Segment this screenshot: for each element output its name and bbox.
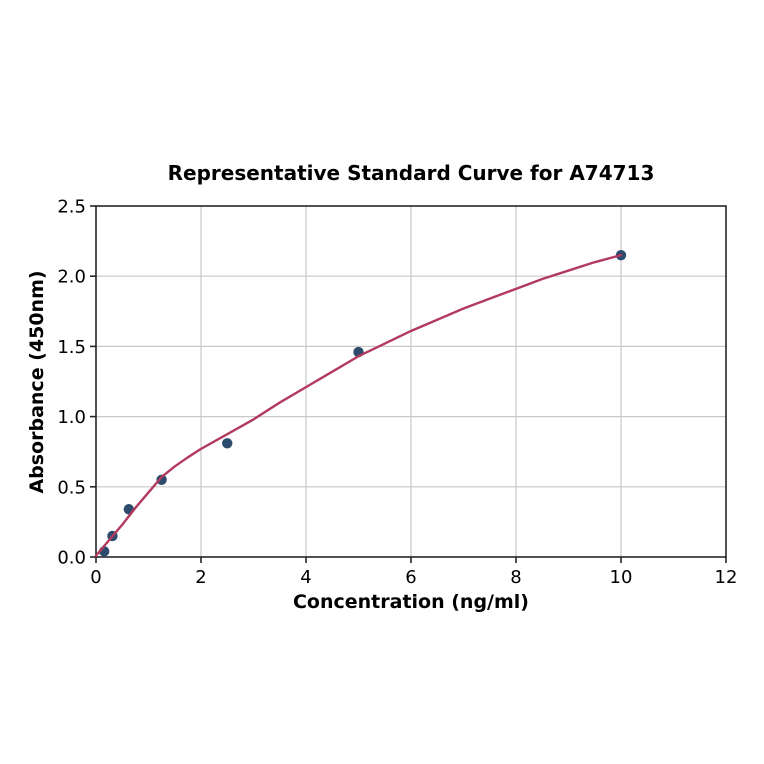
- y-tick-label: 0.5: [57, 477, 86, 498]
- data-point: [222, 438, 233, 449]
- data-point: [156, 474, 167, 485]
- x-tick-label: 2: [195, 567, 206, 588]
- ticks: 0 2 4 6 8 10 12 0.0 0.5 1.0 1.5 2.0 2.5: [57, 197, 737, 589]
- x-axis-label: Concentration (ng/ml): [292, 591, 529, 613]
- y-tick-label: 2.0: [57, 267, 86, 288]
- x-tick-label: 6: [405, 567, 416, 588]
- y-tick-label: 2.5: [57, 197, 86, 218]
- standard-points: [98, 249, 627, 557]
- y-tick-label: 1.5: [57, 337, 86, 358]
- x-tick-label: 0: [90, 567, 101, 588]
- x-tick-label: 8: [510, 567, 521, 588]
- gridlines: [96, 206, 726, 557]
- chart-title: Representative Standard Curve for A74713: [167, 161, 655, 185]
- x-tick-label: 10: [610, 567, 633, 588]
- fitted-curve: [94, 253, 623, 557]
- x-tick-label: 12: [715, 567, 738, 588]
- x-tick-label: 4: [300, 567, 311, 588]
- y-tick-label: 1.0: [57, 407, 86, 428]
- y-tick-label: 0.0: [57, 548, 86, 569]
